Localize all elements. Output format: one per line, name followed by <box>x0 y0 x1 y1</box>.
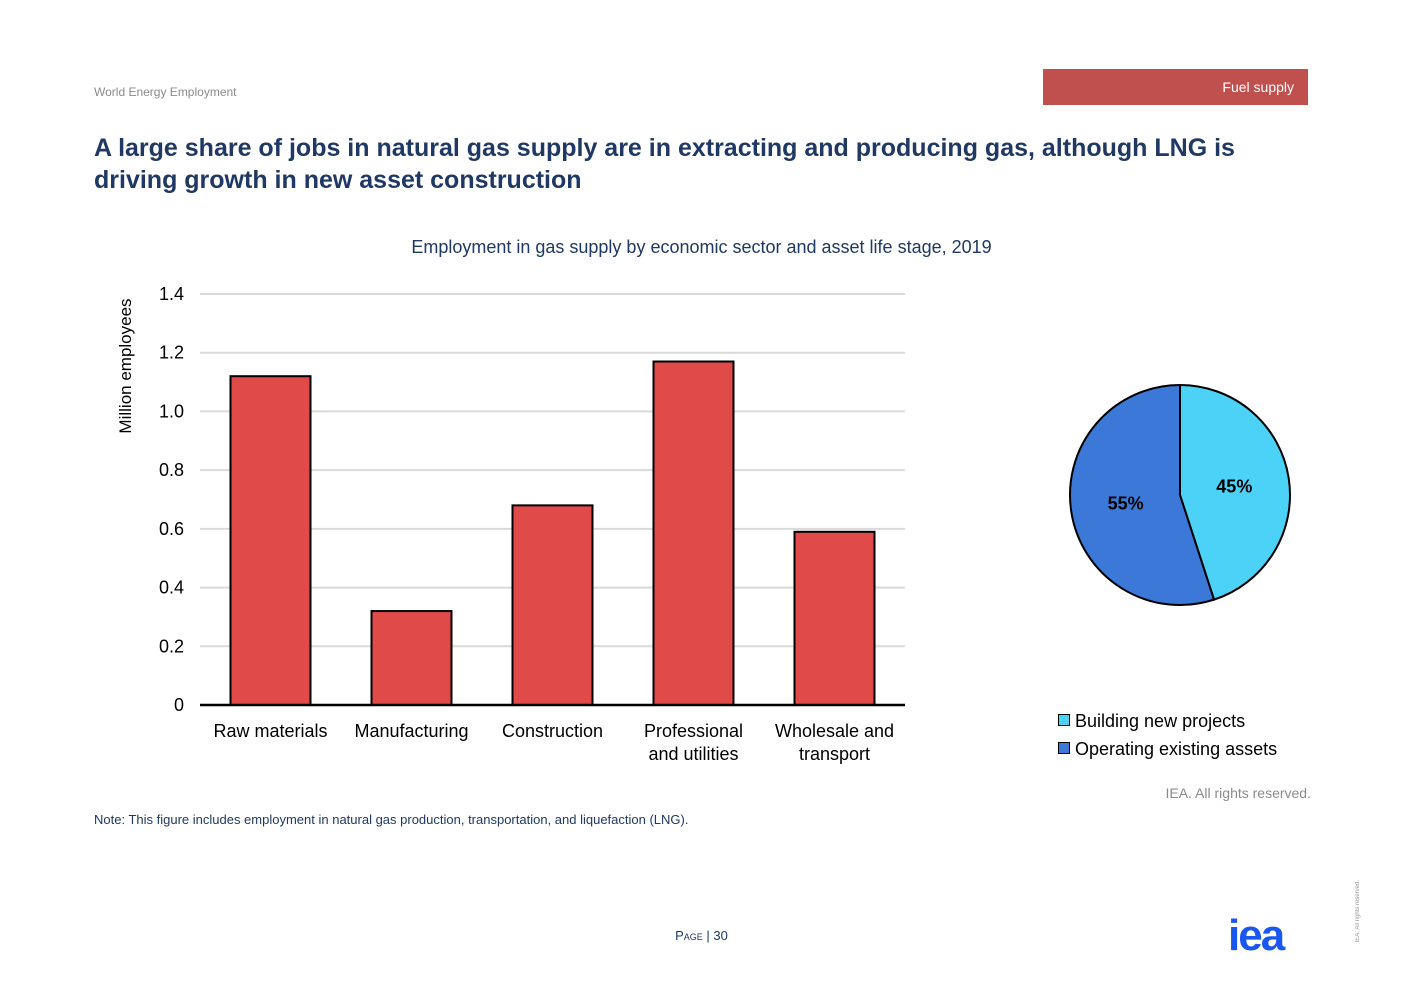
y-tick-label: 1.0 <box>159 401 184 421</box>
page-number: Page | 30 <box>0 928 1403 943</box>
legend-swatch-building <box>1058 714 1070 726</box>
y-tick-label: 1.2 <box>159 343 184 363</box>
x-tick-label: Raw materials <box>213 721 327 741</box>
page-number-value: 30 <box>713 928 728 943</box>
page-title: A large share of jobs in natural gas sup… <box>94 134 1235 194</box>
section-badge: Fuel supply <box>1043 69 1308 105</box>
legend-item-building: Building new projects <box>1058 711 1245 732</box>
page-separator: | <box>702 928 714 943</box>
bar <box>511 504 594 706</box>
bar <box>229 375 312 706</box>
y-tick-label: 0.8 <box>159 460 184 480</box>
y-tick-label: 0 <box>174 695 184 715</box>
pie-slice <box>1068 383 1216 606</box>
x-tick-label: Wholesale and <box>775 721 894 741</box>
side-rights-notice: IEA. All rights reserved. <box>1355 880 1361 943</box>
y-tick-label: 0.6 <box>159 519 184 539</box>
report-name: World Energy Employment <box>94 85 237 99</box>
legend-item-operating: Operating existing assets <box>1058 739 1277 760</box>
pie-slice-label: 45% <box>1216 476 1252 496</box>
bar <box>370 610 453 706</box>
x-tick-label: Manufacturing <box>354 721 468 741</box>
pie-slice <box>1179 383 1291 601</box>
x-tick-label: Professional <box>644 721 743 741</box>
legend-swatch-operating <box>1058 742 1070 754</box>
chart-title: Employment in gas supply by economic sec… <box>411 237 992 257</box>
legend-label-building: Building new projects <box>1075 711 1246 731</box>
pie-slice-label: 55% <box>1108 494 1144 514</box>
iea-logo-text: iea <box>1228 912 1286 956</box>
legend-label-operating: Operating existing assets <box>1075 739 1278 759</box>
x-tick-label: transport <box>799 744 870 764</box>
y-tick-label: 0.4 <box>159 578 184 598</box>
bar <box>652 360 735 706</box>
bar <box>793 530 876 706</box>
y-axis-label: Million employees <box>116 298 135 433</box>
section-label: Fuel supply <box>1222 79 1294 95</box>
y-tick-label: 0.2 <box>159 636 184 656</box>
page-label: Page <box>675 928 703 943</box>
iea-logo: iea <box>1228 912 1288 956</box>
x-tick-label: Construction <box>502 721 603 741</box>
x-tick-label: and utilities <box>648 744 738 764</box>
figure-note: Note: This figure includes employment in… <box>94 812 689 827</box>
copyright-notice: IEA. All rights reserved. <box>1165 785 1311 801</box>
y-tick-label: 1.4 <box>159 284 184 304</box>
